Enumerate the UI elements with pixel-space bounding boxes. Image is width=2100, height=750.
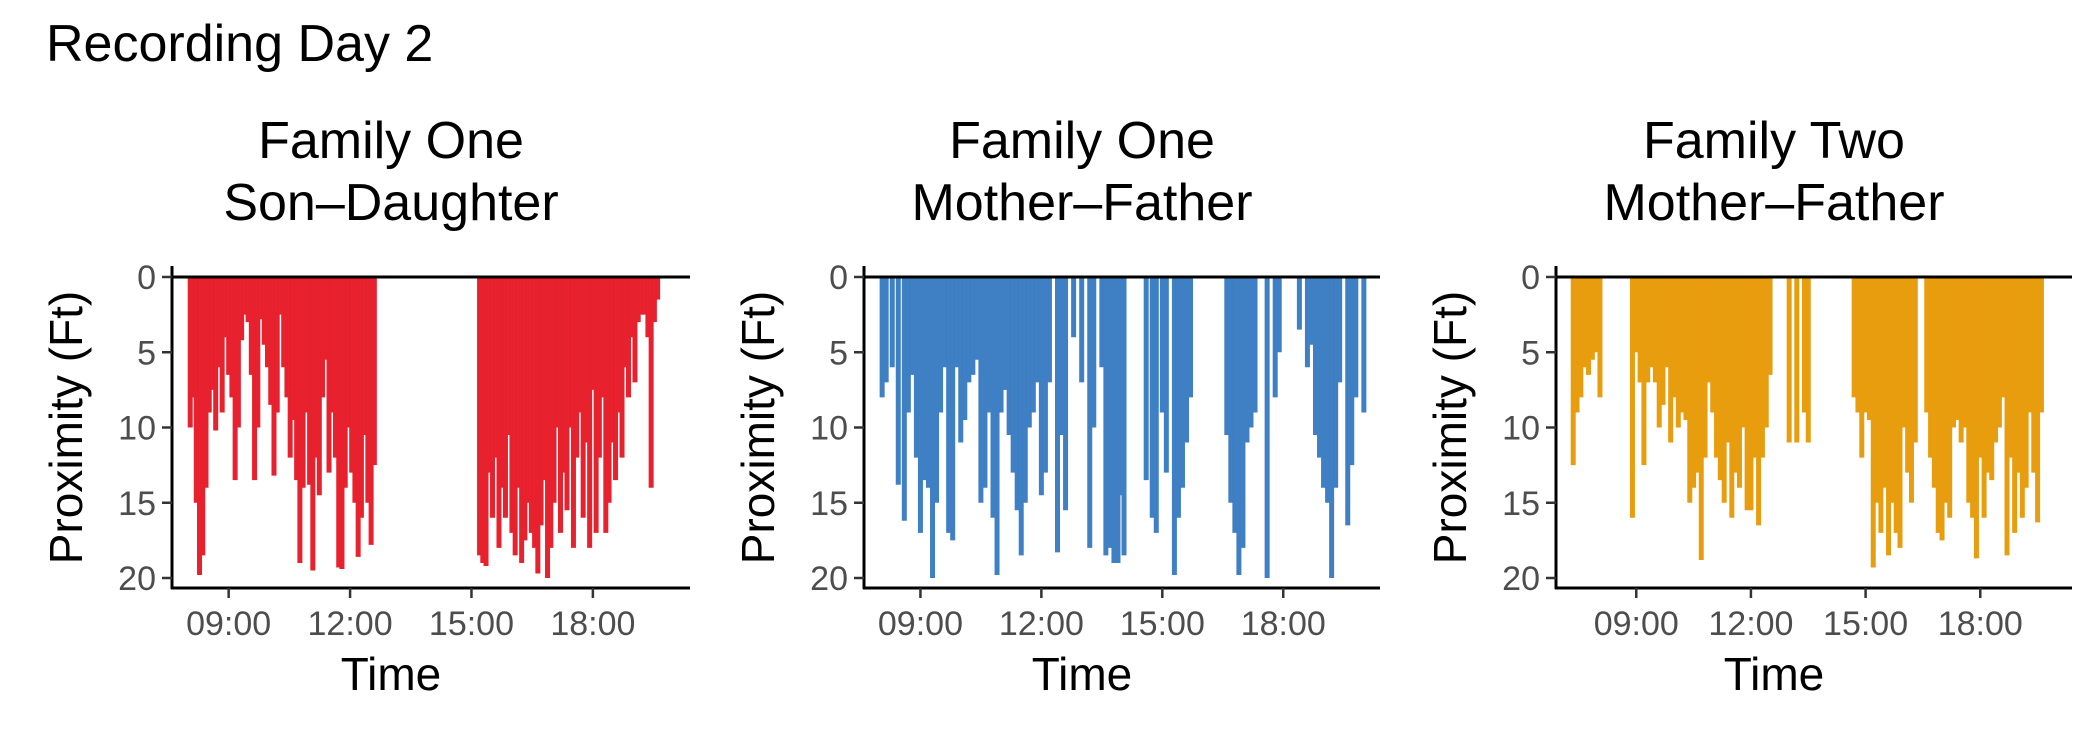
panel-1-y-axis-title: Proximity (Ft) [40,291,92,564]
panel-3-title-line-1: Family Two [1643,112,1905,170]
panel-3-y-tick-label: 15 [1502,485,1540,523]
chart-title: Recording Day 2 [46,15,434,73]
panel-3-x-axis-title: Time [1724,648,1825,700]
panel-2-y-tick-label: 10 [810,410,848,448]
panel-2-y-tick-label: 15 [810,485,848,523]
panel-3-y-axis-title: Proximity (Ft) [1424,291,1476,564]
panel-3-y-tick-label: 0 [1521,259,1540,297]
panel-1-x-axis-title: Time [341,648,442,700]
panel-1-y-tick-label: 20 [118,560,156,598]
panel-2-y-tick-label: 5 [829,334,848,372]
panel-3-y-tick-label: 10 [1502,410,1540,448]
panel-2-y-axis-title: Proximity (Ft) [732,291,784,564]
panel-1-x-tick-label: 12:00 [308,605,393,643]
panel-1-y-tick-label: 10 [118,410,156,448]
panel-3-y-tick-label: 5 [1521,334,1540,372]
panel-2-y-tick-label: 20 [810,560,848,598]
panel-3-x-tick-label: 12:00 [1708,605,1793,643]
panel-1-title-line-1: Family One [258,112,524,170]
panel-3-x-tick-label: 09:00 [1594,605,1679,643]
panel-3-x-tick-label: 18:00 [1938,605,2023,643]
panel-2-title-line-2: Mother–Father [911,174,1252,232]
panel-2-x-tick-label: 18:00 [1241,605,1326,643]
panel-1-x-tick-label: 09:00 [186,605,271,643]
panel-2-x-tick-label: 09:00 [878,605,963,643]
panel-1-y-tick-label: 15 [118,485,156,523]
panel-3-title-line-2: Mother–Father [1603,174,1944,232]
panel-2-x-axis-title: Time [1032,648,1133,700]
panel-1-title-line-2: Son–Daughter [223,174,558,232]
panel-2-x-tick-label: 15:00 [1120,605,1205,643]
panel-2-y-tick-label: 0 [829,259,848,297]
panel-2-title-line-1: Family One [949,112,1215,170]
panel-3-x-tick-label: 15:00 [1823,605,1908,643]
panel-1-y-tick-label: 0 [137,259,156,297]
panel-2-x-tick-label: 12:00 [999,605,1084,643]
panel-1-x-tick-label: 18:00 [550,605,635,643]
panel-1-x-tick-label: 15:00 [429,605,514,643]
panel-3-y-tick-label: 20 [1502,560,1540,598]
panel-1-y-tick-label: 5 [137,334,156,372]
